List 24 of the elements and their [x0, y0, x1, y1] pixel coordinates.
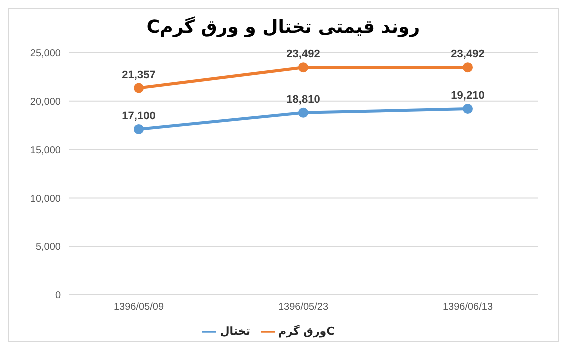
y-tick-label: 5,000: [36, 242, 62, 254]
data-label: 23,492: [286, 48, 320, 61]
x-tick-label: 1396/05/23: [278, 302, 329, 314]
y-tick-label: 25,000: [30, 48, 62, 60]
point: [298, 108, 308, 118]
point: [134, 83, 144, 94]
point: [463, 104, 473, 114]
point: [463, 62, 473, 73]
data-label: 23,492: [451, 48, 485, 61]
y-tick-label: 0: [55, 290, 62, 302]
chart-title: روند قیمتی تختال و ورق گرمC: [146, 17, 422, 40]
data-label: 21,357: [122, 69, 156, 82]
legend-label: تختال: [220, 325, 250, 338]
data-label: 18,810: [286, 94, 320, 106]
data-label: 17,100: [122, 110, 156, 122]
data-label: 19,210: [451, 90, 485, 102]
x-tick-label: 1396/06/13: [442, 302, 494, 314]
y-tick-label: 20,000: [30, 96, 62, 108]
point: [298, 62, 308, 73]
point: [134, 124, 144, 134]
legend-label: ورق گرمC: [278, 325, 335, 338]
x-tick-label: 1396/05/09: [114, 302, 164, 314]
y-tick-label: 15,000: [30, 145, 62, 156]
y-tick-label: 10,000: [30, 194, 62, 205]
